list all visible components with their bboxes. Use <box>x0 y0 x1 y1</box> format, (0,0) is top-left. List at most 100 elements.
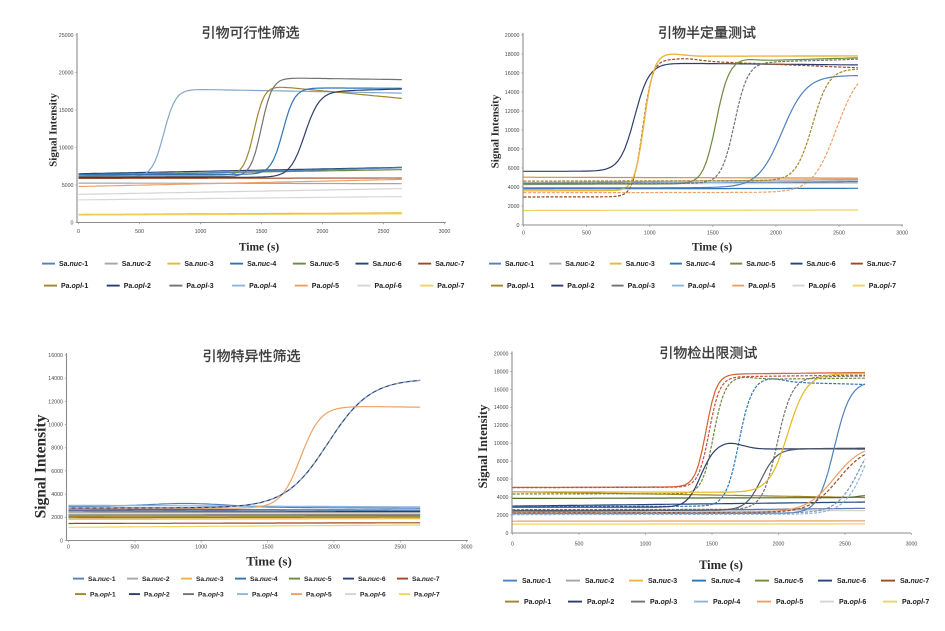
svg-text:8000: 8000 <box>51 446 63 452</box>
svg-text:1500: 1500 <box>262 545 274 551</box>
svg-text:Pa.opl-2: Pa.opl-2 <box>144 592 170 599</box>
svg-text:Sa.nuc-4: Sa.nuc-4 <box>711 578 740 585</box>
svg-text:0: 0 <box>522 231 525 237</box>
svg-text:0: 0 <box>71 220 74 226</box>
svg-text:2000: 2000 <box>508 204 520 210</box>
svg-text:3000: 3000 <box>461 545 473 551</box>
svg-text:1000: 1000 <box>644 231 656 237</box>
svg-text:0: 0 <box>506 531 509 537</box>
svg-text:Time (s): Time (s) <box>246 554 292 569</box>
svg-text:Sa.nuc-7: Sa.nuc-7 <box>412 576 440 583</box>
svg-text:Sa.nuc-3: Sa.nuc-3 <box>626 261 655 268</box>
svg-text:Pa.opl-2: Pa.opl-2 <box>124 283 151 290</box>
svg-text:1500: 1500 <box>707 231 719 237</box>
svg-text:1500: 1500 <box>256 229 268 235</box>
svg-text:500: 500 <box>582 231 591 237</box>
svg-text:Pa.opl-6: Pa.opl-6 <box>839 599 866 606</box>
svg-text:3000: 3000 <box>896 231 908 237</box>
svg-text:5000: 5000 <box>62 183 74 189</box>
svg-text:Pa.opl-6: Pa.opl-6 <box>360 592 386 599</box>
svg-text:Sa.nuc-1: Sa.nuc-1 <box>88 576 116 583</box>
svg-text:Sa.nuc-6: Sa.nuc-6 <box>837 578 866 585</box>
svg-text:Sa.nuc-4: Sa.nuc-4 <box>250 576 278 583</box>
svg-text:2500: 2500 <box>378 229 390 235</box>
svg-text:16000: 16000 <box>48 353 63 359</box>
svg-text:Sa.nuc-4: Sa.nuc-4 <box>686 261 715 268</box>
svg-text:16000: 16000 <box>505 71 520 77</box>
svg-text:12000: 12000 <box>48 399 63 405</box>
svg-text:2500: 2500 <box>839 542 851 548</box>
svg-text:12000: 12000 <box>494 423 509 429</box>
svg-text:Time (s): Time (s) <box>699 558 743 572</box>
svg-text:0: 0 <box>517 223 520 229</box>
svg-text:4000: 4000 <box>508 185 520 191</box>
svg-text:Pa.opl-3: Pa.opl-3 <box>198 592 224 599</box>
svg-text:2000: 2000 <box>51 515 63 521</box>
svg-text:1500: 1500 <box>706 542 718 548</box>
svg-text:6000: 6000 <box>497 477 509 483</box>
svg-text:Pa.opl-2: Pa.opl-2 <box>587 599 614 606</box>
svg-text:8000: 8000 <box>497 459 509 465</box>
svg-text:0: 0 <box>67 545 70 551</box>
svg-text:10000: 10000 <box>494 441 509 447</box>
svg-text:Time (s): Time (s) <box>239 242 280 254</box>
svg-text:500: 500 <box>575 542 584 548</box>
svg-text:Sa.nuc-2: Sa.nuc-2 <box>565 261 594 268</box>
svg-text:3000: 3000 <box>906 542 918 548</box>
svg-text:Pa.opl-5: Pa.opl-5 <box>776 599 803 606</box>
svg-text:Pa.opl-6: Pa.opl-6 <box>375 283 402 290</box>
svg-text:20000: 20000 <box>59 70 74 76</box>
svg-text:Pa.opl-1: Pa.opl-1 <box>61 283 88 290</box>
svg-text:6000: 6000 <box>51 469 63 475</box>
svg-text:2000: 2000 <box>328 545 340 551</box>
svg-text:Sa.nuc-2: Sa.nuc-2 <box>142 576 170 583</box>
svg-text:2500: 2500 <box>833 231 845 237</box>
svg-text:Pa.opl-1: Pa.opl-1 <box>507 283 534 290</box>
svg-text:Pa.opl-7: Pa.opl-7 <box>414 592 440 599</box>
svg-text:Sa.nuc-5: Sa.nuc-5 <box>310 261 339 268</box>
svg-text:14000: 14000 <box>494 405 509 411</box>
svg-text:10000: 10000 <box>59 145 74 151</box>
svg-text:Pa.opl-5: Pa.opl-5 <box>306 592 332 599</box>
svg-text:Pa.opl-2: Pa.opl-2 <box>567 283 594 290</box>
svg-text:Sa.nuc-3: Sa.nuc-3 <box>196 576 224 583</box>
svg-text:14000: 14000 <box>48 376 63 382</box>
svg-text:Signal Intensity: Signal Intensity <box>33 414 50 518</box>
svg-text:20000: 20000 <box>494 351 509 357</box>
svg-text:Pa.opl-4: Pa.opl-4 <box>713 599 740 606</box>
svg-text:Pa.opl-1: Pa.opl-1 <box>90 592 116 599</box>
svg-text:2000: 2000 <box>317 229 329 235</box>
svg-text:Sa.nuc-6: Sa.nuc-6 <box>807 261 836 268</box>
svg-text:18000: 18000 <box>505 52 520 58</box>
svg-text:Sa.nuc-1: Sa.nuc-1 <box>505 261 534 268</box>
svg-text:25000: 25000 <box>59 33 74 39</box>
svg-text:Pa.opl-5: Pa.opl-5 <box>748 283 775 290</box>
svg-text:Pa.opl-3: Pa.opl-3 <box>628 283 655 290</box>
svg-text:Pa.opl-3: Pa.opl-3 <box>650 599 677 606</box>
svg-text:Sa.nuc-1: Sa.nuc-1 <box>59 261 88 268</box>
svg-text:2000: 2000 <box>770 231 782 237</box>
svg-text:Pa.opl-3: Pa.opl-3 <box>186 283 213 290</box>
svg-text:0: 0 <box>77 229 80 235</box>
svg-text:Sa.nuc-7: Sa.nuc-7 <box>435 261 464 268</box>
svg-text:1000: 1000 <box>195 545 207 551</box>
svg-text:Sa.nuc-5: Sa.nuc-5 <box>746 261 775 268</box>
svg-text:Time (s): Time (s) <box>692 242 733 254</box>
svg-text:Sa.nuc-3: Sa.nuc-3 <box>648 578 677 585</box>
svg-text:Sa.nuc-7: Sa.nuc-7 <box>900 578 929 585</box>
svg-text:Pa.opl-1: Pa.opl-1 <box>524 599 551 606</box>
svg-text:0: 0 <box>60 538 63 544</box>
svg-text:6000: 6000 <box>508 166 520 172</box>
svg-text:3000: 3000 <box>439 229 451 235</box>
svg-text:20000: 20000 <box>505 33 520 39</box>
svg-text:Pa.opl-4: Pa.opl-4 <box>688 283 715 290</box>
svg-text:Signal Intensity: Signal Intensity <box>48 93 60 167</box>
svg-text:Pa.opl-7: Pa.opl-7 <box>437 283 464 290</box>
svg-text:Pa.opl-5: Pa.opl-5 <box>312 283 339 290</box>
svg-text:8000: 8000 <box>508 147 520 153</box>
svg-text:0: 0 <box>511 542 514 548</box>
svg-text:Pa.opl-4: Pa.opl-4 <box>252 592 278 599</box>
svg-text:Pa.opl-4: Pa.opl-4 <box>249 283 276 290</box>
svg-text:Sa.nuc-1: Sa.nuc-1 <box>522 578 551 585</box>
svg-text:18000: 18000 <box>494 369 509 375</box>
